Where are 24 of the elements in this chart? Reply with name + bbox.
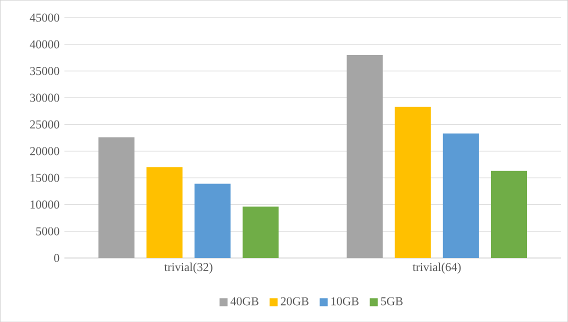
y-tick-label: 0 (54, 254, 60, 262)
x-tick-label: trivial(32) (164, 262, 212, 274)
y-tick-label: 45000 (30, 13, 60, 22)
y-tick-label: 5000 (36, 227, 60, 236)
legend-label: 10GB (331, 297, 359, 306)
y-tick-label: 35000 (30, 66, 60, 75)
bar (346, 54, 383, 258)
y-tick-label: 20000 (30, 146, 60, 156)
y-tick-label: 25000 (30, 120, 60, 128)
bar (194, 184, 231, 258)
bar (442, 133, 479, 258)
bar (490, 170, 528, 258)
bar (98, 137, 134, 258)
legend-label: 5GB (381, 297, 403, 306)
y-tick-label: 40000 (30, 40, 60, 48)
bar (146, 167, 183, 258)
y-tick-label: 10000 (30, 200, 60, 208)
bar (394, 106, 431, 258)
legend-label: 20GB (280, 297, 308, 306)
bar (242, 206, 279, 258)
legend-label: 40GB (230, 297, 258, 306)
y-tick-label: 15000 (30, 174, 60, 182)
y-tick-label: 30000 (30, 94, 60, 102)
x-tick-label: trivial(64) (412, 262, 461, 274)
